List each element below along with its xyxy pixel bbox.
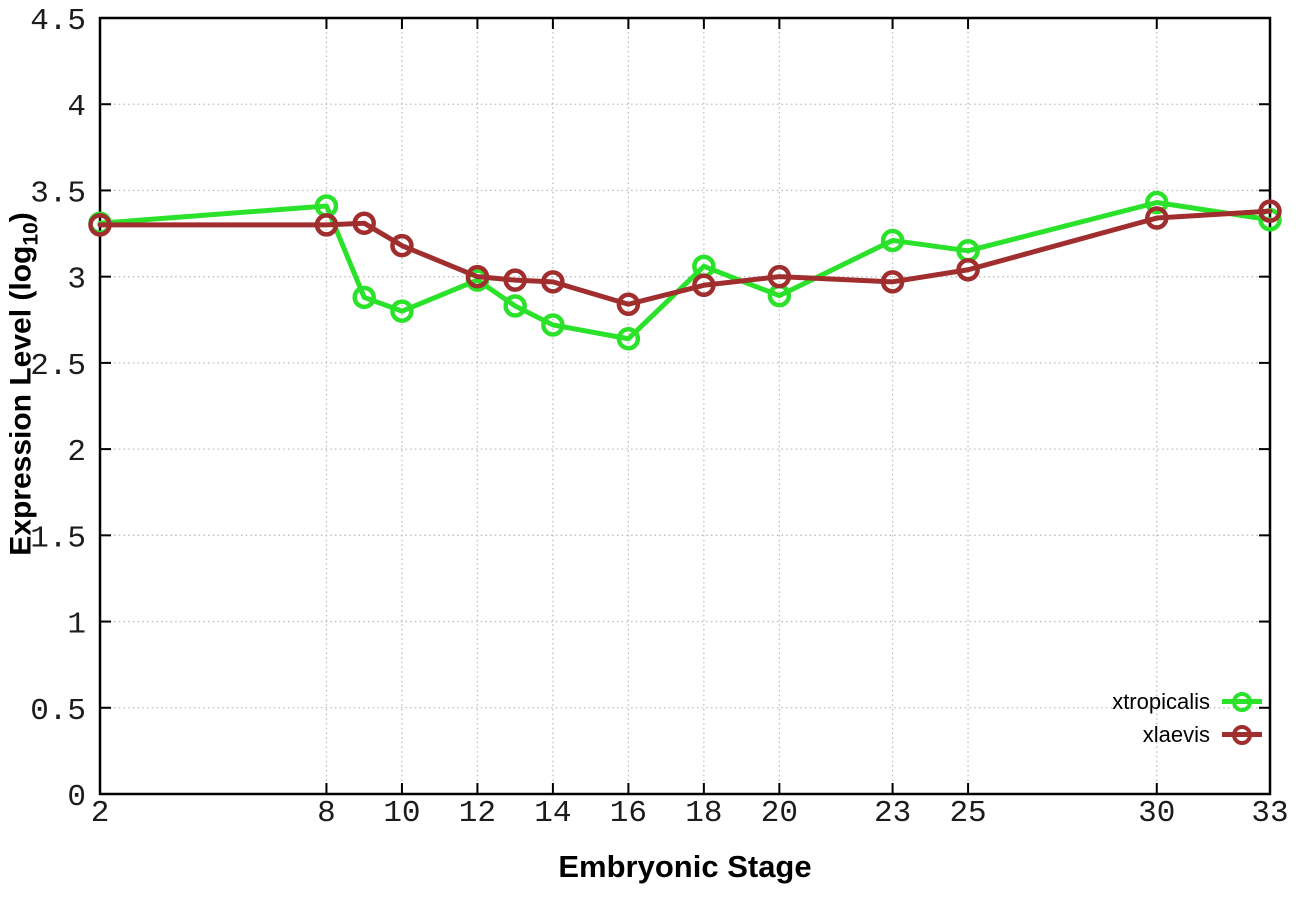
y-tick-label: 1.5 (30, 521, 86, 556)
series-point-xlaevis (692, 273, 716, 298)
x-tick-label: 10 (383, 796, 420, 831)
y-axis-title-text: Expression Level (log (4, 245, 38, 556)
series-point-xlaevis (1258, 199, 1282, 223)
series-point-xlaevis (541, 270, 565, 294)
legend-circle-marker-icon (1232, 724, 1252, 745)
y-tick-label: 2.5 (30, 349, 86, 384)
series-point-xlaevis (616, 292, 641, 317)
series-point-xtropicalis (616, 326, 641, 351)
x-tick-label: 16 (610, 796, 647, 831)
series-point-xlaevis (956, 258, 980, 282)
x-tick-label: 20 (761, 796, 798, 831)
y-tick-label: 3 (67, 263, 86, 298)
series-point-xlaevis (767, 264, 792, 289)
x-tick-label: 8 (317, 796, 336, 831)
x-tick-label: 23 (874, 796, 911, 831)
series-point-xlaevis (880, 270, 905, 294)
plot-border (98, 16, 1272, 796)
y-axis-title-close: ) (4, 212, 38, 223)
legend-label-xtropicalis: xtropicalis (1112, 688, 1210, 714)
legend-marker-xtropicalis (1222, 689, 1262, 715)
series-point-xlaevis (390, 233, 414, 258)
x-tick-label: 18 (685, 796, 722, 831)
series-point-xtropicalis (390, 299, 414, 323)
series-point-xlaevis (88, 213, 112, 237)
legend-item-xtropicalis: xtropicalis (1112, 685, 1262, 718)
series-line-xlaevis (97, 208, 1273, 307)
x-tick-label: 2 (91, 796, 110, 831)
y-tick-label: 0 (67, 780, 86, 815)
series-point-xtropicalis (541, 313, 565, 337)
series-point-xlaevis (503, 268, 527, 292)
legend-label-xlaevis: xlaevis (1142, 721, 1210, 747)
x-tick-label: 25 (949, 796, 986, 831)
series-point-xtropicalis (352, 285, 376, 310)
y-tick-label: 2 (67, 435, 86, 470)
series-point-xlaevis (1145, 206, 1169, 230)
y-tick-label: 1 (67, 608, 86, 643)
y-tick-label: 4.5 (30, 4, 86, 39)
x-tick-label: 33 (1251, 796, 1288, 831)
legend-marker-xlaevis (1222, 722, 1262, 748)
x-tick-label: 14 (534, 796, 571, 831)
x-tick-label: 12 (459, 796, 496, 831)
y-tick-label: 3.5 (30, 176, 86, 211)
series-point-xtropicalis (880, 228, 905, 253)
series-point-xtropicalis (1145, 190, 1169, 215)
series-line-xtropicalis (97, 200, 1273, 342)
series-point-xlaevis (314, 213, 339, 237)
legend-item-xlaevis: xlaevis (1112, 718, 1262, 751)
y-axis-title-subscript: 10 (19, 222, 43, 246)
y-tick-label: 0.5 (30, 694, 86, 729)
series-point-xlaevis (352, 211, 376, 235)
legend-circle-marker-icon (1232, 691, 1252, 712)
series-point-xlaevis (465, 264, 490, 289)
series-point-xtropicalis (503, 294, 527, 318)
x-tick-label: 30 (1138, 796, 1175, 831)
x-axis-title: Embryonic Stage (558, 849, 812, 884)
y-axis-title: Expression Level (log10) (5, 212, 44, 555)
y-tick-label: 4 (67, 90, 86, 125)
legend: xtropicalis xlaevis (1112, 685, 1262, 751)
